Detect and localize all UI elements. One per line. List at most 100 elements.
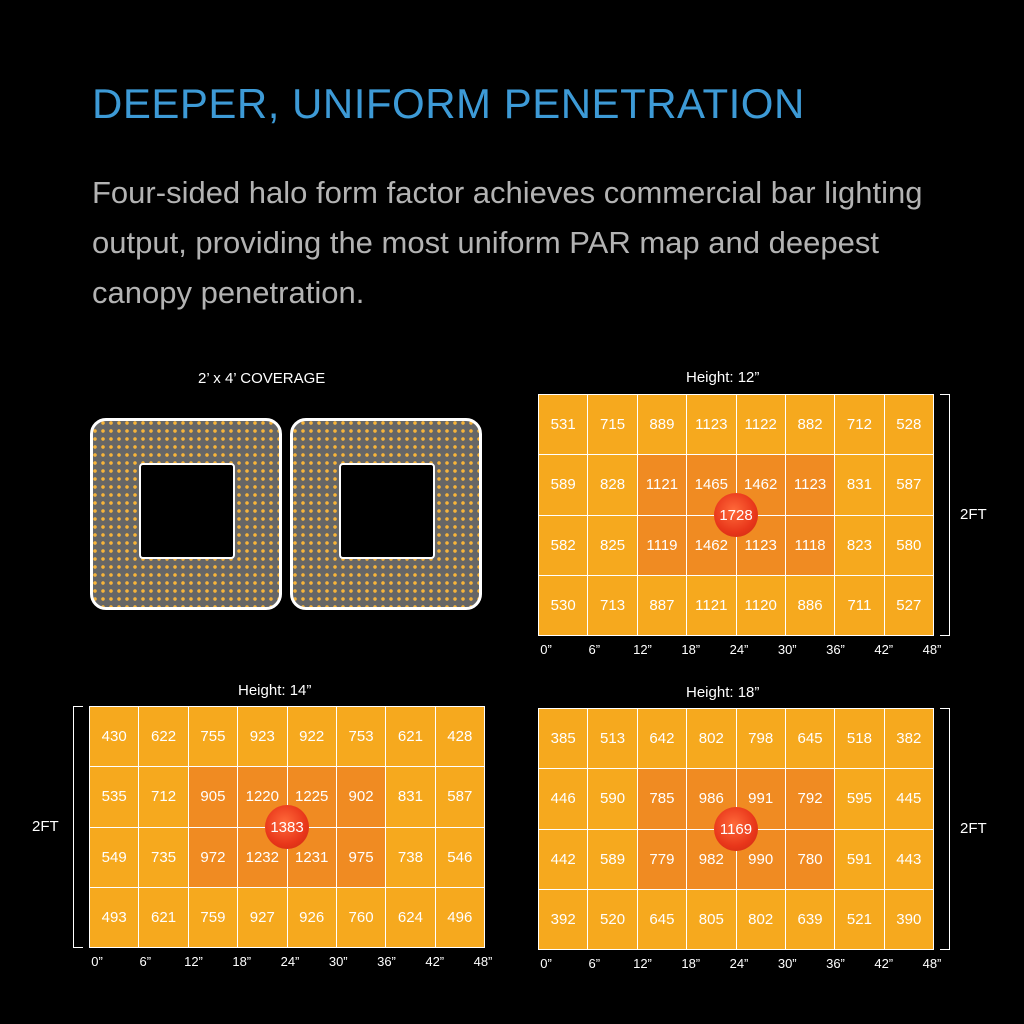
height-bracket — [940, 394, 950, 636]
par-grid: 430 622 755 923 922 753 621 428 535 712 905 1220 122… — [89, 706, 485, 948]
par-cell: 582 — [539, 515, 588, 575]
par-cell: 889 — [637, 395, 687, 455]
par-cell: 428 — [435, 707, 484, 767]
x-tick-label: 12” — [184, 954, 203, 969]
par-cell: 591 — [835, 829, 884, 889]
par-cell: 1120 — [736, 575, 785, 635]
par-cell: 520 — [588, 889, 637, 949]
par-cell: 531 — [539, 395, 588, 455]
map-height-label: Height: 18” — [686, 684, 760, 701]
x-tick-label: 42” — [425, 954, 445, 969]
x-tick-label: 6” — [139, 954, 152, 969]
par-cell: 621 — [139, 887, 188, 947]
par-cell: 975 — [336, 827, 386, 887]
par-cell: 589 — [588, 829, 637, 889]
par-cell: 882 — [785, 395, 835, 455]
x-tick-label: 24” — [280, 954, 300, 969]
side-dimension-label: 2FT — [960, 506, 987, 523]
par-cell: 712 — [835, 395, 884, 455]
x-tick-label: 0” — [540, 642, 552, 657]
par-cell: 735 — [139, 827, 188, 887]
par-cell: 535 — [90, 767, 139, 827]
par-cell: 392 — [539, 889, 588, 949]
par-cell: 595 — [835, 769, 884, 829]
peak-par-marker: 1169 — [714, 807, 758, 851]
par-cell: 587 — [884, 455, 933, 515]
par-cell: 546 — [435, 827, 484, 887]
par-cell: 1123 — [785, 455, 835, 515]
par-cell: 645 — [637, 889, 687, 949]
par-cell: 382 — [884, 709, 933, 769]
par-cell: 779 — [637, 829, 687, 889]
par-cell: 1118 — [785, 515, 835, 575]
page-title: DEEPER, UNIFORM PENETRATION — [92, 80, 805, 127]
x-tick-label: 42” — [874, 642, 894, 657]
par-cell: 802 — [736, 889, 785, 949]
par-cell: 390 — [884, 889, 933, 949]
par-cell: 805 — [687, 889, 736, 949]
par-cell: 927 — [238, 887, 287, 947]
par-cell: 755 — [188, 707, 238, 767]
x-tick-label: 30” — [777, 642, 797, 657]
par-cell: 923 — [238, 707, 287, 767]
x-tick-label: 24” — [729, 956, 749, 971]
par-cell: 823 — [835, 515, 884, 575]
x-tick-label: 36” — [826, 956, 845, 971]
height-bracket — [73, 706, 83, 948]
x-tick-label: 30” — [777, 956, 797, 971]
x-tick-label: 36” — [377, 954, 396, 969]
par-cell: 753 — [336, 707, 386, 767]
par-cell: 711 — [835, 575, 884, 635]
par-cell: 759 — [188, 887, 238, 947]
x-tick-label: 0” — [91, 954, 103, 969]
page-subtitle: Four-sided halo form factor achieves com… — [92, 175, 923, 310]
par-cell: 513 — [588, 709, 637, 769]
par-cell: 792 — [785, 769, 835, 829]
x-tick-label: 36” — [826, 642, 845, 657]
par-cell: 446 — [539, 769, 588, 829]
par-cell: 590 — [588, 769, 637, 829]
par-cell: 1123 — [687, 395, 736, 455]
light-panel-left — [90, 418, 282, 610]
peak-par-marker: 1383 — [265, 805, 309, 849]
par-cell: 496 — [435, 887, 484, 947]
par-cell: 712 — [139, 767, 188, 827]
par-cell: 645 — [785, 709, 835, 769]
par-cell: 902 — [336, 767, 386, 827]
par-cell: 443 — [884, 829, 933, 889]
x-tick-label: 30” — [328, 954, 348, 969]
par-cell: 922 — [287, 707, 336, 767]
x-tick-label: 12” — [633, 642, 652, 657]
par-cell: 738 — [386, 827, 435, 887]
par-cell: 831 — [835, 455, 884, 515]
par-cell: 1123 — [736, 515, 785, 575]
x-tick-label: 24” — [729, 642, 749, 657]
par-cell: 1122 — [736, 395, 785, 455]
par-cell: 1119 — [637, 515, 687, 575]
par-cell: 518 — [835, 709, 884, 769]
side-dimension-label: 2FT — [960, 820, 987, 837]
coverage-label: 2’ x 4’ COVERAGE — [198, 370, 326, 387]
par-cell: 621 — [386, 707, 435, 767]
peak-par-marker: 1728 — [714, 493, 758, 537]
par-cell: 589 — [539, 455, 588, 515]
par-cell: 493 — [90, 887, 139, 947]
par-cell: 430 — [90, 707, 139, 767]
panel-hole — [139, 463, 235, 559]
x-tick-label: 48” — [922, 956, 942, 971]
par-cell: 639 — [785, 889, 835, 949]
par-cell: 530 — [539, 575, 588, 635]
par-cell: 785 — [637, 769, 687, 829]
side-dimension-label: 2FT — [32, 818, 59, 835]
par-cell: 760 — [336, 887, 386, 947]
x-tick-label: 12” — [633, 956, 652, 971]
x-tick-label: 0” — [540, 956, 552, 971]
par-cell: 1121 — [637, 455, 687, 515]
x-tick-label: 6” — [588, 642, 601, 657]
par-cell: 1232 — [238, 827, 287, 887]
par-cell: 886 — [785, 575, 835, 635]
par-cell: 1231 — [287, 827, 336, 887]
par-cell: 622 — [139, 707, 188, 767]
par-cell: 527 — [884, 575, 933, 635]
height-bracket — [940, 708, 950, 950]
